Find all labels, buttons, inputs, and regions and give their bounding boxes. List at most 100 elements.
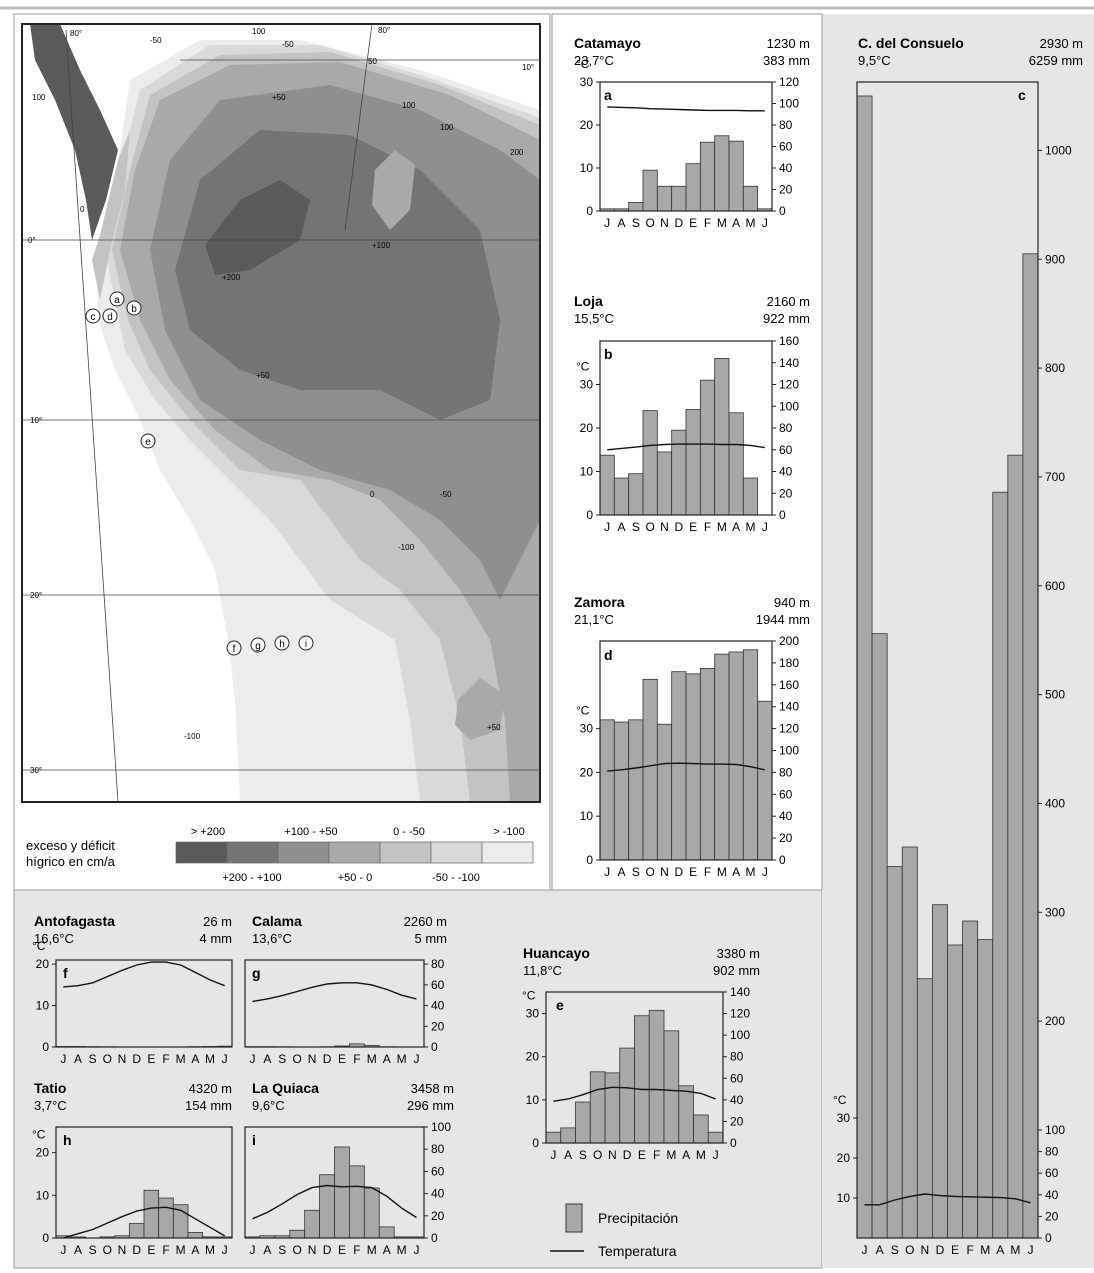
month-tick-label: A bbox=[617, 216, 625, 230]
map-class-1-region bbox=[205, 180, 310, 275]
station-name: Tatio bbox=[34, 1080, 66, 1096]
month-tick-label: A bbox=[564, 1148, 572, 1162]
precip-bar bbox=[656, 185, 673, 212]
month-tick-label: F bbox=[162, 1052, 169, 1066]
svg-text:e: e bbox=[145, 437, 151, 448]
legend-top-label: > +200 bbox=[191, 826, 225, 838]
map-frame bbox=[21, 23, 541, 803]
station-precip-total: 6259 mm bbox=[1029, 53, 1083, 68]
precip-tick-label: 40 bbox=[779, 161, 793, 175]
precip-tick-label: 140 bbox=[779, 356, 799, 370]
station-name: Calama bbox=[252, 913, 302, 929]
precip-bar bbox=[619, 1047, 635, 1144]
month-tick-label: A bbox=[617, 520, 625, 534]
precip-bar bbox=[319, 1174, 335, 1239]
precip-bar bbox=[901, 846, 918, 1239]
temp-tick-label: 30 bbox=[837, 1111, 851, 1125]
precip-bar bbox=[613, 477, 630, 516]
station-marker-b[interactable]: b bbox=[126, 300, 142, 316]
month-tick-label: A bbox=[996, 1243, 1004, 1257]
month-tick-label: A bbox=[383, 1052, 391, 1066]
precip-tick-label: 800 bbox=[1045, 361, 1065, 375]
month-tick-label: M bbox=[1010, 1243, 1020, 1257]
svg-text:d: d bbox=[107, 312, 113, 323]
svg-text:b: b bbox=[131, 304, 137, 315]
station-marker-d[interactable]: d bbox=[102, 308, 118, 324]
station-marker-i[interactable]: i bbox=[298, 635, 314, 651]
contour-label: -100 bbox=[184, 732, 201, 741]
precip-bar bbox=[634, 1015, 650, 1144]
station-marker-e[interactable]: e bbox=[140, 433, 156, 449]
precip-bar bbox=[642, 169, 658, 212]
month-tick-label: A bbox=[732, 520, 740, 534]
temperature-line bbox=[553, 1086, 716, 1102]
contour-label: +50 bbox=[256, 371, 270, 380]
month-tick-label: F bbox=[966, 1243, 973, 1257]
month-tick-label: N bbox=[308, 1243, 317, 1257]
precip-bar bbox=[742, 649, 759, 861]
station-marker-c[interactable]: c bbox=[85, 308, 101, 324]
station-marker-f[interactable]: f bbox=[226, 640, 242, 656]
station-mean-temp: 9,5°C bbox=[858, 53, 891, 68]
month-tick-label: M bbox=[746, 520, 756, 534]
month-tick-label: D bbox=[936, 1243, 945, 1257]
month-tick-label: D bbox=[132, 1243, 141, 1257]
map: 80° -50 100 -50 80° 50 10° 0° 10° 20° 30° 100 0 100 10… bbox=[21, 23, 541, 803]
precip-bar bbox=[757, 700, 773, 861]
month-tick-label: S bbox=[632, 216, 640, 230]
month-tick-label: N bbox=[921, 1243, 930, 1257]
month-tick-label: D bbox=[323, 1243, 332, 1257]
station-precip-total: 4 mm bbox=[200, 931, 233, 946]
svg-text:f: f bbox=[233, 644, 236, 655]
month-tick-label: O bbox=[593, 1148, 602, 1162]
station-marker-h[interactable]: h bbox=[274, 635, 290, 651]
precip-bar bbox=[947, 944, 963, 1239]
precip-bar bbox=[613, 721, 630, 861]
month-tick-label: A bbox=[74, 1052, 82, 1066]
precip-tick-label: 0 bbox=[431, 1040, 438, 1054]
precip-bar bbox=[289, 1229, 306, 1239]
precip-tick-label: 100 bbox=[431, 1120, 451, 1134]
station-marker-g[interactable]: g bbox=[250, 637, 266, 653]
precip-tick-label: 80 bbox=[431, 957, 445, 971]
station-mean-temp: 9,6°C bbox=[252, 1098, 285, 1113]
month-tick-label: S bbox=[278, 1052, 286, 1066]
month-tick-label: M bbox=[666, 1148, 676, 1162]
latitude-label: 10° bbox=[522, 63, 534, 72]
month-tick-label: S bbox=[278, 1243, 286, 1257]
month-tick-label: E bbox=[689, 216, 697, 230]
month-tick-label: A bbox=[263, 1052, 271, 1066]
longitude-label: 100 bbox=[252, 27, 266, 36]
panel-letter: b bbox=[604, 346, 613, 362]
month-tick-label: M bbox=[397, 1052, 407, 1066]
month-tick-label: E bbox=[638, 1148, 646, 1162]
temperature-line bbox=[607, 443, 765, 451]
svg-text:a: a bbox=[114, 295, 120, 306]
month-tick-label: N bbox=[118, 1052, 127, 1066]
precip-tick-label: 0 bbox=[1045, 1231, 1052, 1245]
month-tick-label: D bbox=[323, 1052, 332, 1066]
station-marker-a[interactable]: a bbox=[109, 291, 125, 307]
month-tick-label: M bbox=[717, 520, 727, 534]
month-tick-label: J bbox=[249, 1052, 255, 1066]
contour-label: 100 bbox=[402, 101, 416, 110]
month-tick-label: M bbox=[205, 1052, 215, 1066]
map-graticule bbox=[22, 23, 540, 803]
month-tick-label: A bbox=[617, 865, 625, 879]
station-mean-temp: 21,1°C bbox=[574, 612, 614, 627]
precip-tick-label: 60 bbox=[431, 1164, 445, 1178]
contour-label: -50 bbox=[440, 490, 452, 499]
temp-tick-label: 20 bbox=[837, 1151, 851, 1165]
month-tick-label: E bbox=[147, 1052, 155, 1066]
month-tick-label: S bbox=[579, 1148, 587, 1162]
legend-swatch bbox=[175, 841, 228, 864]
station-name: C. del Consuelo bbox=[858, 35, 964, 51]
month-tick-label: F bbox=[353, 1243, 360, 1257]
month-tick-label: M bbox=[367, 1052, 377, 1066]
month-tick-label: O bbox=[103, 1052, 112, 1066]
temp-unit-label: °C bbox=[576, 360, 590, 374]
station-mean-temp: 13,6°C bbox=[252, 931, 292, 946]
